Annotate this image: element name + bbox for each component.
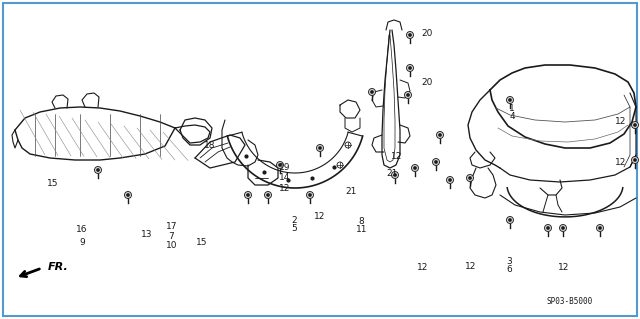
Circle shape: [337, 162, 343, 168]
Text: 17: 17: [166, 222, 177, 231]
Text: 11: 11: [356, 225, 367, 234]
Circle shape: [632, 122, 639, 129]
Text: 12: 12: [615, 117, 627, 126]
Text: 16: 16: [76, 225, 88, 234]
Circle shape: [632, 157, 639, 164]
Circle shape: [509, 99, 511, 101]
Text: 9: 9: [79, 238, 84, 247]
Text: 10: 10: [166, 241, 177, 250]
Text: 21: 21: [345, 187, 356, 196]
Circle shape: [413, 167, 417, 169]
Circle shape: [412, 165, 419, 172]
Text: 12: 12: [465, 262, 476, 271]
Text: 8: 8: [359, 217, 364, 226]
Text: 12: 12: [279, 184, 291, 193]
Circle shape: [447, 176, 454, 183]
Circle shape: [371, 91, 374, 93]
Circle shape: [404, 92, 412, 99]
Circle shape: [435, 160, 438, 164]
Circle shape: [545, 225, 552, 232]
Circle shape: [369, 88, 376, 95]
Circle shape: [406, 32, 413, 39]
Circle shape: [561, 226, 564, 229]
Circle shape: [97, 168, 99, 172]
Text: 4: 4: [509, 112, 515, 121]
Text: SP03-B5000: SP03-B5000: [547, 297, 593, 306]
Circle shape: [307, 191, 314, 198]
Circle shape: [95, 167, 102, 174]
Circle shape: [264, 191, 271, 198]
Text: 18: 18: [204, 141, 215, 150]
Circle shape: [406, 93, 410, 97]
Circle shape: [125, 191, 131, 198]
Circle shape: [547, 226, 550, 229]
Circle shape: [345, 142, 351, 148]
Circle shape: [317, 145, 323, 152]
Text: 13: 13: [141, 230, 153, 239]
Text: 7: 7: [169, 232, 174, 241]
Circle shape: [127, 194, 129, 197]
Circle shape: [308, 194, 312, 197]
Circle shape: [278, 164, 282, 167]
Circle shape: [433, 159, 440, 166]
Circle shape: [509, 219, 511, 221]
Text: 15: 15: [196, 238, 207, 247]
Circle shape: [244, 191, 252, 198]
Circle shape: [276, 161, 284, 168]
Circle shape: [408, 66, 412, 70]
Circle shape: [392, 172, 399, 179]
Circle shape: [559, 225, 566, 232]
Text: 3: 3: [506, 257, 511, 266]
Circle shape: [467, 174, 474, 182]
Text: 12: 12: [314, 212, 326, 221]
Text: 6: 6: [506, 265, 511, 274]
Circle shape: [634, 159, 637, 161]
Text: 12: 12: [417, 263, 428, 272]
Text: 5: 5: [292, 224, 297, 233]
Circle shape: [266, 194, 269, 197]
Circle shape: [394, 174, 397, 176]
Circle shape: [506, 97, 513, 103]
Text: 14: 14: [279, 173, 291, 182]
Circle shape: [596, 225, 604, 232]
Text: 12: 12: [615, 158, 627, 167]
Text: 15: 15: [47, 179, 59, 188]
Text: 12: 12: [557, 263, 569, 272]
Text: FR.: FR.: [48, 262, 68, 272]
Circle shape: [319, 146, 321, 150]
Circle shape: [408, 33, 412, 36]
Text: 2: 2: [292, 216, 297, 225]
Circle shape: [468, 176, 472, 180]
Circle shape: [598, 226, 602, 229]
Circle shape: [449, 179, 451, 182]
Text: 1: 1: [509, 104, 515, 113]
Circle shape: [634, 123, 637, 127]
Circle shape: [438, 133, 442, 137]
Text: 19: 19: [279, 163, 291, 172]
Circle shape: [406, 64, 413, 71]
Text: 20: 20: [422, 78, 433, 87]
Circle shape: [436, 131, 444, 138]
Text: 20: 20: [422, 29, 433, 38]
Text: 21: 21: [386, 169, 397, 178]
Circle shape: [246, 194, 250, 197]
Circle shape: [506, 217, 513, 224]
Text: 12: 12: [391, 152, 403, 161]
